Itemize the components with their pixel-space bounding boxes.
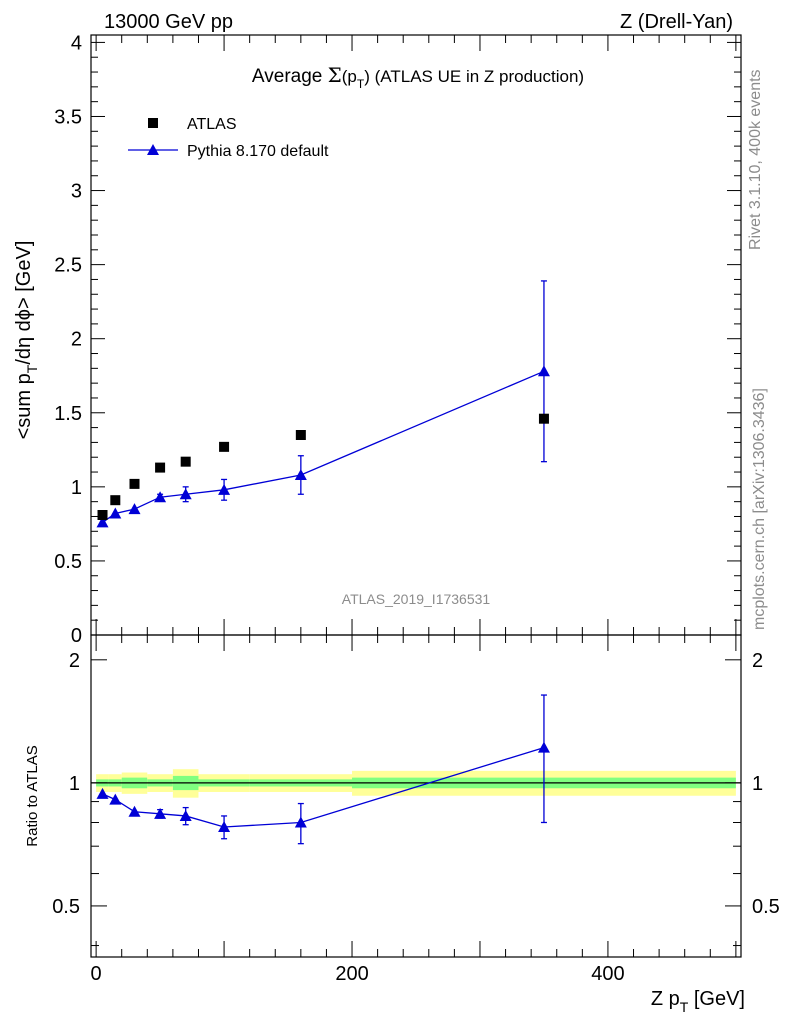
y-tick-label: 2	[71, 329, 82, 351]
title-close: )	[364, 67, 370, 86]
x-tick-label: 0	[91, 963, 102, 985]
atlas-point	[538, 413, 549, 424]
atlas-point	[110, 495, 121, 506]
y-tick-label: 3.5	[54, 106, 82, 128]
ylabel-post: /dη dϕ> [GeV]	[13, 241, 35, 365]
legend-marker-atlas	[148, 118, 158, 128]
mc-point	[537, 365, 550, 377]
ratio-ticks: 0.5 0.5 1 1 2 2 0 200 400	[52, 650, 780, 985]
ylabel-sub: T	[24, 364, 40, 373]
ratio-frame	[90, 634, 742, 958]
ratio-mc-point	[109, 793, 122, 805]
y-tick-label: 3	[71, 181, 82, 203]
ratio-mc-point	[96, 787, 109, 799]
ratio-y-tick-label-right: 0.5	[752, 896, 780, 918]
analysis-watermark: ATLAS_2019_I1736531	[342, 591, 491, 607]
ratio-panel: 0.5 0.5 1 1 2 2 0 200 400 Ratio to ATLAS Z pT [G…	[24, 634, 780, 1015]
mc-point	[109, 507, 122, 519]
ratio-mc-point	[218, 820, 231, 832]
ratio-mc-point	[179, 809, 192, 821]
x-tick-label: 400	[591, 963, 624, 985]
main-ticks: 0 0.5 1 1.5 2 2.5 3 3.5 4	[54, 32, 741, 957]
y-tick-label: 4	[71, 32, 82, 54]
ratio-band	[91, 769, 741, 798]
ratio-y-tick-label-left: 1	[69, 773, 80, 795]
atlas-point	[97, 510, 108, 520]
energy-label: 13000 GeV pp	[104, 11, 233, 33]
mc-point	[96, 516, 109, 528]
mc-point	[218, 483, 231, 495]
ratio-mc-point	[537, 741, 550, 753]
x-tick-label: 200	[335, 963, 368, 985]
ratio-ylabel: Ratio to ATLAS	[24, 745, 41, 846]
ylabel-pre: <sum p	[13, 373, 35, 439]
main-marks	[96, 280, 550, 528]
mc-point	[154, 491, 167, 503]
y-tick-label: 2.5	[54, 255, 82, 277]
xlabel-post: [GeV]	[688, 988, 745, 1010]
xlabel-pre: Z p	[651, 988, 680, 1010]
legend-marker-mc	[147, 144, 159, 155]
atlas-point	[129, 478, 140, 489]
atlas-point	[219, 441, 230, 452]
mcplots-label: mcplots.cern.ch [arXiv:1306.3436]	[751, 388, 768, 630]
y-tick-label: 0.5	[54, 551, 82, 573]
legend-label-mc: Pythia 8.170 default	[187, 143, 329, 160]
ratio-marks	[96, 694, 550, 845]
xlabel-sub: T	[680, 999, 689, 1015]
ratio-mc-point	[154, 807, 167, 819]
ratio-y-tick-label-right: 1	[752, 773, 763, 795]
title-arg: (p	[342, 67, 357, 86]
ratio-y-tick-label-left: 2	[69, 650, 80, 672]
title-sigma: Σ	[328, 63, 342, 87]
atlas-point	[155, 462, 166, 473]
ratio-mc-point	[128, 805, 141, 817]
main-ylabel: <sum pT/dη dϕ> [GeV]	[13, 241, 40, 440]
title-prefix: Average	[252, 66, 328, 87]
ratio-y-tick-label-left: 0.5	[52, 896, 80, 918]
mc-line	[102, 370, 545, 523]
legend-label-atlas: ATLAS	[187, 116, 237, 133]
main-title: Average Σ(pT) (ATLAS UE in Z production)	[252, 63, 584, 91]
atlas-point	[295, 430, 306, 440]
atlas-point	[180, 456, 191, 467]
mc-point	[179, 488, 192, 500]
y-tick-label: 1	[71, 477, 82, 499]
mc-point	[128, 503, 141, 515]
process-label: Z (Drell-Yan)	[620, 11, 733, 33]
mc-point	[294, 469, 307, 480]
xlabel: Z pT [GeV]	[651, 988, 745, 1015]
main-panel: Average Σ(pT) (ATLAS UE in Z production)…	[13, 32, 742, 957]
title-suffix: (ATLAS UE in Z production)	[370, 67, 584, 86]
y-tick-label: 0	[71, 625, 82, 647]
title-sub: T	[357, 77, 365, 91]
y-tick-label: 1.5	[54, 403, 82, 425]
legend: ATLAS Pythia 8.170 default	[128, 116, 329, 160]
rivet-label: Rivet 3.1.10, 400k events	[747, 69, 764, 250]
ratio-y-tick-label-right: 2	[752, 650, 763, 672]
ratio-mc-point	[294, 816, 307, 828]
